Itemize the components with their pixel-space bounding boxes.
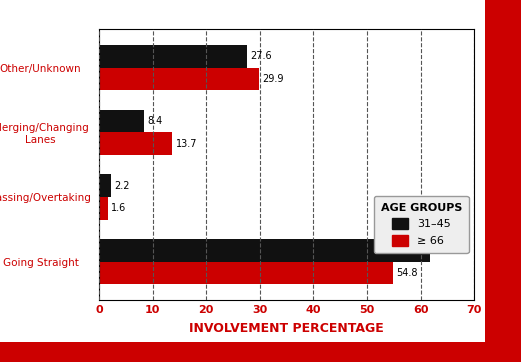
Bar xyxy=(99,262,393,284)
Bar xyxy=(99,239,430,262)
Bar xyxy=(99,174,111,197)
Bar xyxy=(99,132,172,155)
Text: 8.4: 8.4 xyxy=(147,116,163,126)
Bar xyxy=(99,68,259,90)
Text: 1.6: 1.6 xyxy=(111,203,126,213)
Text: 2.2: 2.2 xyxy=(114,181,130,191)
Text: 54.8: 54.8 xyxy=(396,268,417,278)
Text: 13.7: 13.7 xyxy=(176,139,197,149)
Legend: 31–45, ≥ 66: 31–45, ≥ 66 xyxy=(374,196,468,253)
Text: 27.6: 27.6 xyxy=(250,51,272,62)
Bar xyxy=(99,45,247,68)
X-axis label: INVOLVEMENT PERCENTAGE: INVOLVEMENT PERCENTAGE xyxy=(189,322,384,335)
Bar xyxy=(99,110,144,132)
Bar xyxy=(99,197,107,220)
Text: 29.9: 29.9 xyxy=(263,74,284,84)
Text: 61.8: 61.8 xyxy=(433,245,455,255)
